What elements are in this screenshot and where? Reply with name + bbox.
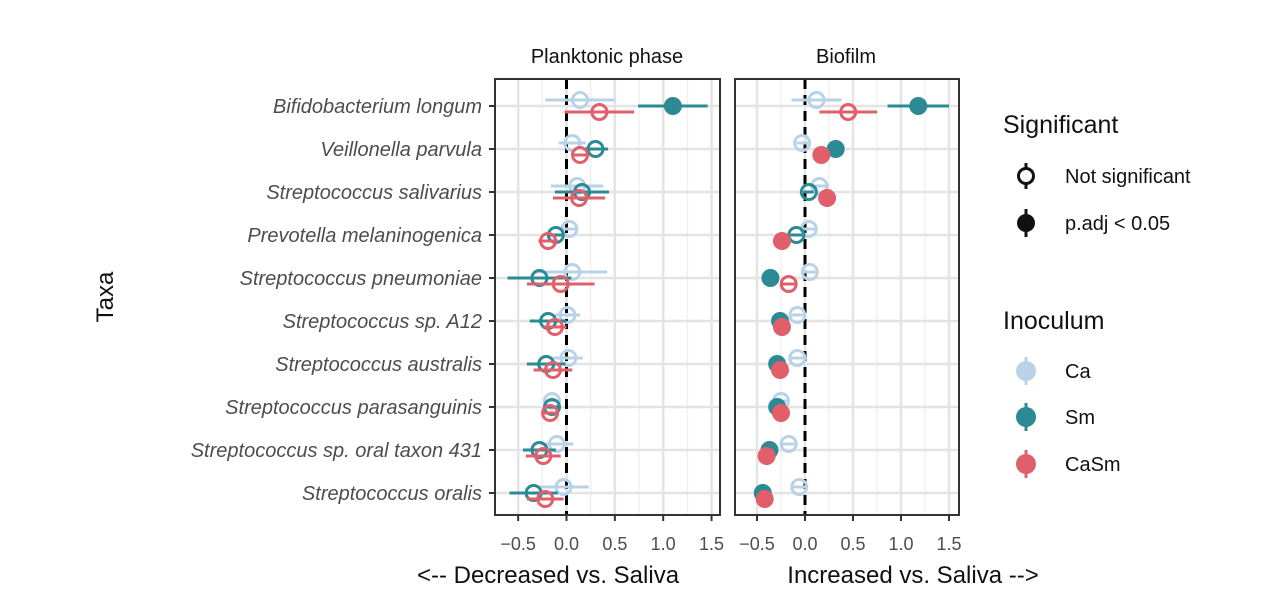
x-tick-label: −0.5 bbox=[500, 534, 536, 554]
point-not-significant bbox=[559, 349, 578, 367]
point-significant bbox=[826, 140, 845, 158]
point-significant bbox=[761, 269, 780, 287]
legend-label-ca: Ca bbox=[1065, 361, 1091, 383]
facet-title-biofilm: Biofilm bbox=[816, 46, 876, 68]
point-not-significant bbox=[779, 435, 798, 453]
series-casm-biofilm bbox=[755, 103, 877, 508]
point-not-significant bbox=[541, 404, 560, 422]
point-not-significant bbox=[787, 226, 806, 244]
legend-label-casm: CaSm bbox=[1065, 454, 1121, 476]
panel-border bbox=[494, 78, 721, 516]
legend-key-sm bbox=[1016, 403, 1036, 431]
point-not-significant bbox=[839, 103, 858, 121]
panel-biofilm: −0.5 0.0 0.5 1.0 1.5 bbox=[734, 78, 962, 554]
taxon-label: Streptococcus sp. oral taxon 431 bbox=[191, 440, 482, 462]
point-not-significant bbox=[571, 91, 590, 109]
taxa-labels: Bifidobacterium longum Veillonella parvul… bbox=[191, 96, 495, 505]
series-casm-planktonic bbox=[525, 103, 635, 508]
legend-title-inoculum: Inoculum bbox=[1003, 307, 1104, 335]
point-not-significant bbox=[539, 232, 558, 250]
x-tick-label: −0.5 bbox=[739, 534, 775, 554]
point-significant bbox=[755, 490, 774, 508]
legend-title-significant: Significant bbox=[1003, 111, 1118, 139]
point-not-significant bbox=[790, 478, 809, 496]
point-not-significant bbox=[807, 91, 826, 109]
point-not-significant bbox=[799, 183, 818, 201]
point-not-significant bbox=[545, 318, 564, 336]
point-not-significant bbox=[788, 306, 807, 324]
point-not-significant bbox=[800, 263, 819, 281]
x-axis-title-right: Increased vs. Saliva --> bbox=[787, 562, 1038, 589]
x-tick-label: 1.5 bbox=[699, 534, 724, 554]
x-tick-label: 1.0 bbox=[651, 534, 676, 554]
y-axis-title: Taxa bbox=[92, 271, 119, 322]
point-significant bbox=[663, 97, 682, 115]
legend-label-not-significant: Not significant bbox=[1065, 166, 1191, 188]
point-not-significant bbox=[788, 349, 807, 367]
point-significant bbox=[757, 447, 776, 465]
point-not-significant bbox=[536, 490, 555, 508]
x-tick-label: 1.5 bbox=[936, 534, 961, 554]
point-not-significant bbox=[558, 306, 577, 324]
taxon-label: Bifidobacterium longum bbox=[273, 96, 482, 118]
facet-title-planktonic: Planktonic phase bbox=[531, 46, 683, 68]
point-not-significant bbox=[571, 146, 590, 164]
x-tick-label: 0.0 bbox=[792, 534, 817, 554]
point-significant bbox=[772, 318, 791, 336]
taxon-label: Streptococcus pneumoniae bbox=[240, 268, 482, 290]
point-not-significant bbox=[543, 361, 562, 379]
legend-key-not-significant bbox=[1017, 163, 1035, 189]
grid-lines bbox=[735, 79, 959, 515]
x-tick-label: 1.0 bbox=[888, 534, 913, 554]
series-ca-planktonic bbox=[534, 91, 615, 496]
point-not-significant bbox=[779, 275, 798, 293]
taxon-label: Streptococcus sp. A12 bbox=[283, 311, 482, 333]
point-significant bbox=[812, 146, 831, 164]
x-axis-title-left: <-- Decreased vs. Saliva bbox=[417, 562, 680, 589]
point-not-significant bbox=[554, 478, 573, 496]
x-tick-label: 0.5 bbox=[602, 534, 627, 554]
point-significant bbox=[772, 232, 791, 250]
point-significant bbox=[771, 361, 790, 379]
x-tick-label: 0.0 bbox=[554, 534, 579, 554]
legend-key-ca bbox=[1016, 357, 1036, 385]
point-not-significant bbox=[570, 189, 589, 207]
taxon-label: Streptococcus parasanguinis bbox=[225, 397, 482, 419]
panel-planktonic-phase: −0.5 0.0 0.5 1.0 1.5 bbox=[494, 78, 724, 554]
taxon-label: Veillonella parvula bbox=[320, 139, 482, 161]
point-not-significant bbox=[563, 263, 582, 281]
taxon-label: Streptococcus australis bbox=[275, 354, 482, 376]
point-not-significant bbox=[547, 435, 566, 453]
point-not-significant bbox=[590, 103, 609, 121]
legend-label-significant: p.adj < 0.05 bbox=[1065, 213, 1170, 235]
point-not-significant bbox=[793, 134, 812, 152]
x-axis-ticks: −0.5 0.0 0.5 1.0 1.5 bbox=[500, 515, 724, 554]
legend-key-casm bbox=[1016, 450, 1036, 478]
taxon-label: Streptococcus oralis bbox=[302, 483, 482, 505]
legend-label-sm: Sm bbox=[1065, 407, 1095, 429]
point-not-significant bbox=[551, 275, 570, 293]
legend-key-significant bbox=[1017, 209, 1035, 237]
x-axis-ticks: −0.5 0.0 0.5 1.0 1.5 bbox=[739, 515, 962, 554]
point-significant bbox=[772, 404, 790, 422]
point-not-significant bbox=[586, 140, 605, 158]
panel-border bbox=[734, 78, 960, 516]
legend: Significant Not significant p.adj < 0.05… bbox=[1003, 111, 1191, 478]
point-significant bbox=[818, 189, 837, 207]
x-tick-label: 0.5 bbox=[840, 534, 865, 554]
point-significant bbox=[909, 97, 928, 115]
taxon-label: Prevotella melaninogenica bbox=[247, 225, 482, 247]
taxon-label: Streptococcus salivarius bbox=[266, 182, 482, 204]
point-not-significant bbox=[534, 447, 553, 465]
